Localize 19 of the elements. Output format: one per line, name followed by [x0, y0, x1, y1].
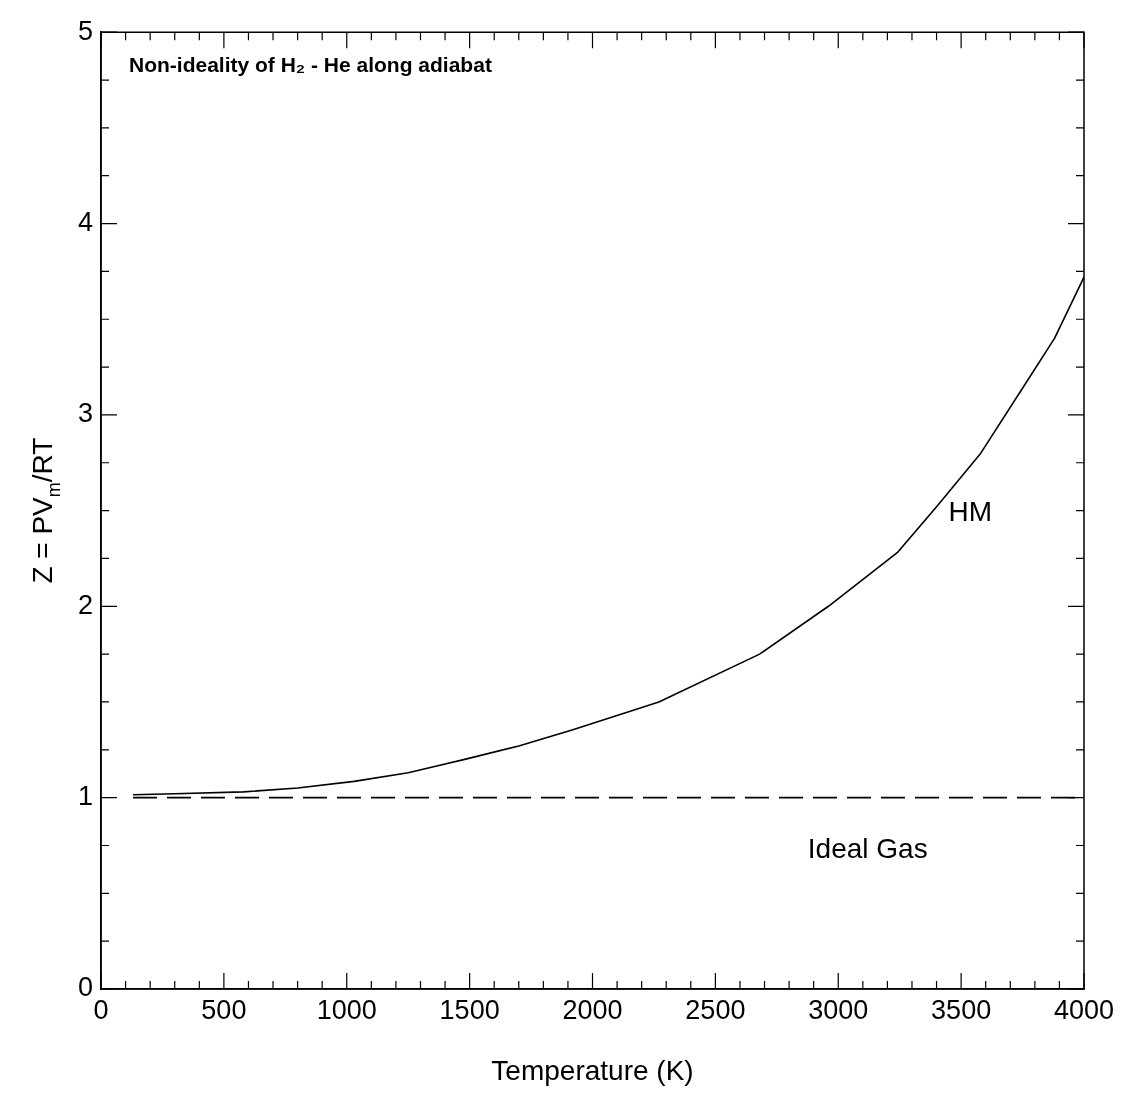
- x-tick-label: 4000: [1053, 994, 1115, 1025]
- text: Non-ideality of H₂ - He along adiabat: [129, 53, 492, 77]
- x-tick-label: 3000: [808, 994, 869, 1025]
- series-label: Ideal Gas: [807, 832, 928, 864]
- y-tick-label: 0: [77, 972, 94, 1003]
- y-tick-label: 1: [77, 781, 94, 812]
- y-axis-title: Z = PVm/RT: [27, 437, 64, 584]
- x-tick-label: 1500: [439, 994, 500, 1025]
- x-tick-label: 500: [201, 994, 247, 1025]
- x-tick-label: 2000: [562, 994, 623, 1025]
- x-axis-title: Temperature (K): [491, 1054, 694, 1086]
- y-tick-label: 4: [77, 207, 94, 238]
- y-tick-label: 2: [77, 589, 94, 620]
- x-tick-label: 2500: [685, 994, 746, 1025]
- series-label: HM: [948, 495, 993, 527]
- y-tick-label: 3: [77, 398, 94, 429]
- x-tick-label: 1000: [316, 994, 377, 1025]
- y-tick-label: 5: [77, 15, 94, 46]
- x-tick-label: 3500: [931, 994, 992, 1025]
